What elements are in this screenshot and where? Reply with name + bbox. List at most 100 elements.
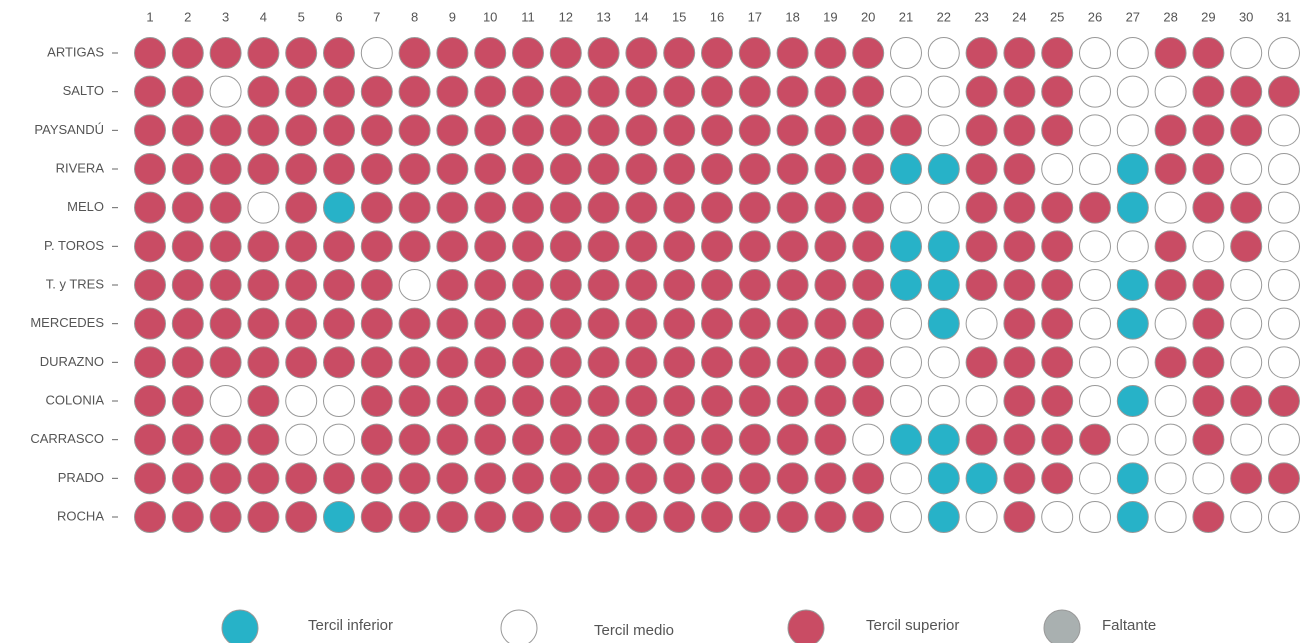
dot [625, 501, 658, 533]
dot [436, 269, 469, 301]
dot [890, 501, 922, 533]
day-label: 25 [1050, 9, 1064, 24]
dot [398, 114, 431, 147]
dot [1041, 423, 1074, 456]
dot [436, 385, 469, 417]
dot [1230, 423, 1263, 456]
dot [1268, 269, 1300, 301]
dot [738, 346, 771, 379]
dot [1154, 346, 1187, 379]
dot [171, 269, 204, 301]
dot [398, 501, 431, 533]
dot [474, 114, 507, 147]
dot [474, 462, 507, 495]
dot [285, 191, 318, 224]
dot [1268, 153, 1300, 185]
dot [247, 501, 280, 533]
legend-label: Faltante [1102, 617, 1156, 634]
dot [1003, 230, 1036, 263]
dot [587, 462, 620, 495]
dot [247, 385, 280, 417]
dot [247, 75, 280, 108]
dot [360, 307, 393, 340]
dot [285, 307, 318, 340]
day-label: 2 [184, 9, 191, 24]
dot [1041, 307, 1074, 340]
dot [852, 153, 885, 185]
dot [1154, 114, 1187, 147]
dot [1041, 114, 1074, 147]
dot [663, 37, 696, 69]
dot [360, 346, 393, 379]
dot [663, 385, 696, 417]
legend-swatch [1043, 609, 1081, 643]
dot [965, 230, 998, 263]
dot [285, 75, 318, 108]
dot [776, 114, 809, 147]
dot [927, 75, 960, 108]
dot [1116, 423, 1149, 456]
dot [134, 501, 166, 533]
dot [247, 307, 280, 340]
dot [1079, 37, 1111, 69]
dot [549, 153, 582, 185]
dot [701, 385, 733, 417]
dot [1116, 385, 1149, 417]
dot [1079, 462, 1111, 495]
dot [1003, 385, 1036, 417]
dot [549, 385, 582, 417]
day-label: 27 [1126, 9, 1140, 24]
dot [927, 423, 960, 456]
dot [285, 153, 318, 185]
dot [738, 191, 771, 224]
dot [436, 75, 469, 108]
dot [1116, 230, 1149, 263]
dot [209, 423, 242, 456]
dot [663, 114, 696, 147]
dot [625, 462, 658, 495]
dot [663, 307, 696, 340]
dot [549, 114, 582, 147]
dot [1003, 37, 1036, 69]
dot [852, 462, 885, 495]
dot [436, 191, 469, 224]
dot [323, 191, 355, 224]
dot [625, 191, 658, 224]
dot [134, 75, 166, 108]
dot [474, 385, 507, 417]
dot [323, 230, 355, 263]
day-label: 1 [146, 9, 153, 24]
dot [1079, 501, 1111, 533]
dot [209, 114, 242, 147]
dot [852, 423, 885, 456]
dot [1079, 423, 1111, 456]
dot [474, 307, 507, 340]
dot [323, 75, 355, 108]
dot [436, 307, 469, 340]
dot [890, 230, 922, 263]
dot [1154, 153, 1187, 185]
dot [890, 37, 922, 69]
dot [852, 346, 885, 379]
dot [587, 75, 620, 108]
row-label: COLONIA [45, 392, 104, 407]
dot [701, 153, 733, 185]
dot [663, 75, 696, 108]
dot [663, 269, 696, 301]
dot [398, 230, 431, 263]
dot [209, 153, 242, 185]
dot [814, 501, 847, 533]
dot [625, 346, 658, 379]
dot [1192, 114, 1225, 147]
dot [247, 269, 280, 301]
dot [474, 230, 507, 263]
dot [398, 307, 431, 340]
dot [776, 269, 809, 301]
legend-swatch [221, 609, 259, 643]
dot [587, 423, 620, 456]
dot [927, 37, 960, 69]
legend-swatch [787, 609, 825, 643]
dot [171, 423, 204, 456]
dot [247, 230, 280, 263]
dot [247, 153, 280, 185]
